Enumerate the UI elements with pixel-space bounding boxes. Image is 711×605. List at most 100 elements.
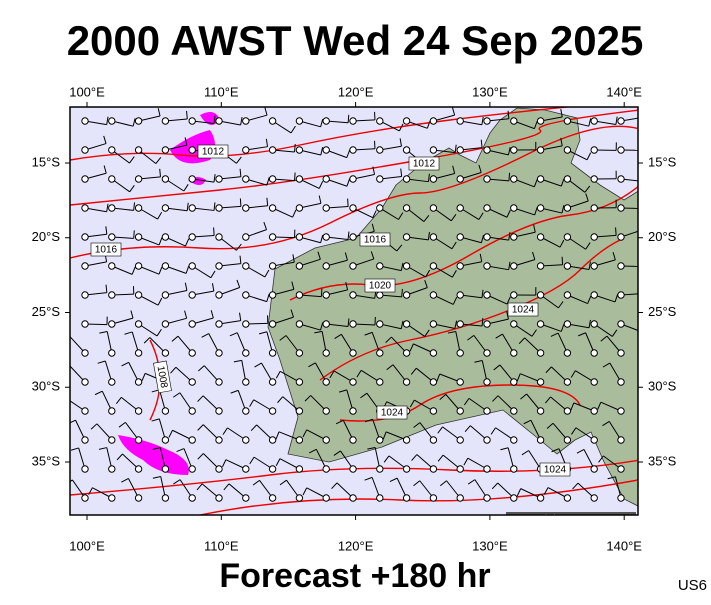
barb-station (430, 495, 436, 501)
barb-station (377, 176, 383, 182)
barb-station (403, 495, 409, 501)
barb-flag (134, 230, 135, 238)
barb-station (243, 176, 249, 182)
barb-station (564, 321, 570, 327)
barb-flag (642, 324, 645, 331)
barb-station (135, 263, 141, 269)
lat-label: 35°S (32, 453, 61, 468)
barb-station (135, 350, 141, 356)
barb-station (457, 118, 463, 124)
barb-station (484, 205, 490, 211)
barb-station (537, 379, 543, 385)
barb-station (109, 350, 115, 356)
barb-station (403, 263, 409, 269)
barb-station (511, 147, 517, 153)
barb-station (537, 176, 543, 182)
barb-station (323, 379, 329, 385)
barb-station (189, 350, 195, 356)
barb-station (269, 118, 275, 124)
barb-station (457, 176, 463, 182)
barb-station (135, 466, 141, 472)
barb-station (135, 321, 141, 327)
barb-station (135, 176, 141, 182)
isobar-label: 1012 (413, 159, 436, 170)
barb-station (243, 292, 249, 298)
barb-station (82, 234, 88, 240)
barb-flag (509, 173, 510, 181)
barb-station (457, 350, 463, 356)
barb-station (350, 292, 356, 298)
barb-station (162, 408, 168, 414)
barb-station (323, 321, 329, 327)
barb-station (618, 437, 624, 443)
barb-station (403, 350, 409, 356)
barb-station (350, 466, 356, 472)
barb-station (189, 495, 195, 501)
barb-station (269, 176, 275, 182)
barb-flag (321, 289, 322, 297)
barb-station (377, 205, 383, 211)
barb-station (269, 234, 275, 240)
barb-station (618, 379, 624, 385)
barb-station (109, 118, 115, 124)
barb-station (82, 147, 88, 153)
barb-station (591, 321, 597, 327)
barb-station (109, 495, 115, 501)
barb-station (216, 495, 222, 501)
barb-station (618, 495, 624, 501)
barb-station (537, 292, 543, 298)
lat-label: 15°S (32, 154, 61, 169)
barb-station (162, 176, 168, 182)
barb-station (323, 118, 329, 124)
lon-label: 140°E (606, 538, 642, 553)
lat-label: 30°S (32, 379, 61, 394)
barb-station (189, 147, 195, 153)
barb-station (618, 263, 624, 269)
barb-station (135, 408, 141, 414)
barb-station (403, 234, 409, 240)
barb-station (403, 147, 409, 153)
barb-flag (214, 227, 215, 235)
barb-station (511, 263, 517, 269)
isobar-label: 1024 (544, 465, 567, 476)
barb-station (430, 466, 436, 472)
barb-station (323, 205, 329, 211)
barb-station (350, 176, 356, 182)
isobar-label: 1016 (95, 245, 118, 256)
barb-station (189, 263, 195, 269)
barb-station (323, 408, 329, 414)
barb-flag (641, 110, 642, 118)
barb-station (109, 437, 115, 443)
barb-station (618, 292, 624, 298)
barb-station (162, 118, 168, 124)
lon-label: 110°E (204, 84, 239, 99)
barb-station (618, 408, 624, 414)
barb-station (457, 408, 463, 414)
barb-station (162, 147, 168, 153)
barb-station (430, 263, 436, 269)
barb-station (537, 147, 543, 153)
barb-station (135, 118, 141, 124)
barb-flag (295, 173, 296, 181)
barb-station (296, 495, 302, 501)
barb-station (350, 118, 356, 124)
barb-station (403, 379, 409, 385)
barb-station (109, 147, 115, 153)
barb-station (511, 321, 517, 327)
barb-station (296, 263, 302, 269)
barb-station (296, 321, 302, 327)
barb-station (82, 263, 88, 269)
barb-station (162, 437, 168, 443)
barb-station (591, 234, 597, 240)
barb-flag (402, 289, 403, 297)
barb-station (135, 379, 141, 385)
barb-station (216, 321, 222, 327)
barb-station (618, 176, 624, 182)
barb-station (564, 437, 570, 443)
barb-station (484, 118, 490, 124)
barb-station (109, 408, 115, 414)
barb-station (618, 234, 624, 240)
barb-flag (642, 286, 643, 294)
barb-station (403, 205, 409, 211)
lat-label: 15°S (648, 154, 677, 169)
